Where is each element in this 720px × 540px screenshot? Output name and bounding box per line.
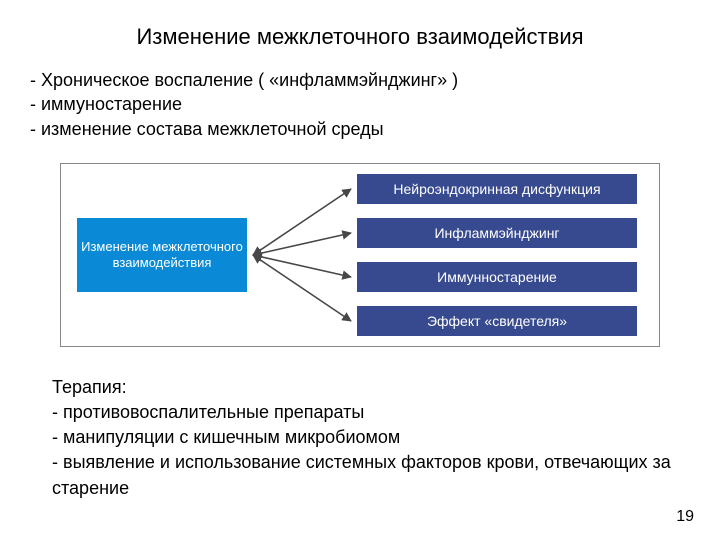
- bullet-item: иммуностарение: [30, 92, 692, 116]
- therapy-item: выявление и использование системных факт…: [52, 450, 692, 500]
- therapy-block: Терапия: противовоспалительные препараты…: [52, 375, 692, 501]
- bullet-item: Хроническое воспаление ( «инфламмэйнджин…: [30, 68, 692, 92]
- slide-title: Изменение межклеточного взаимодействия: [28, 24, 692, 50]
- diagram-right-node: Эффект «свидетеля»: [357, 306, 637, 336]
- therapy-item: противовоспалительные препараты: [52, 400, 692, 425]
- diagram-left-node: Изменение межклеточного взаимодействия: [77, 218, 247, 292]
- diagram-arrows: [247, 174, 357, 336]
- diagram-right-node: Инфламмэйнджинг: [357, 218, 637, 248]
- slide: Изменение межклеточного взаимодействия Х…: [0, 0, 720, 540]
- therapy-item: манипуляции с кишечным микробиомом: [52, 425, 692, 450]
- diagram: Изменение межклеточного взаимодействия Н…: [77, 174, 643, 336]
- bullet-item: изменение состава межклеточной среды: [30, 117, 692, 141]
- diagram-right-node: Иммунностарение: [357, 262, 637, 292]
- intro-bullets: Хроническое воспаление ( «инфламмэйнджин…: [30, 68, 692, 141]
- diagram-right-node: Нейроэндокринная дисфункция: [357, 174, 637, 204]
- diagram-frame: Изменение межклеточного взаимодействия Н…: [60, 163, 660, 347]
- page-number: 19: [676, 508, 694, 526]
- therapy-heading: Терапия:: [52, 375, 692, 400]
